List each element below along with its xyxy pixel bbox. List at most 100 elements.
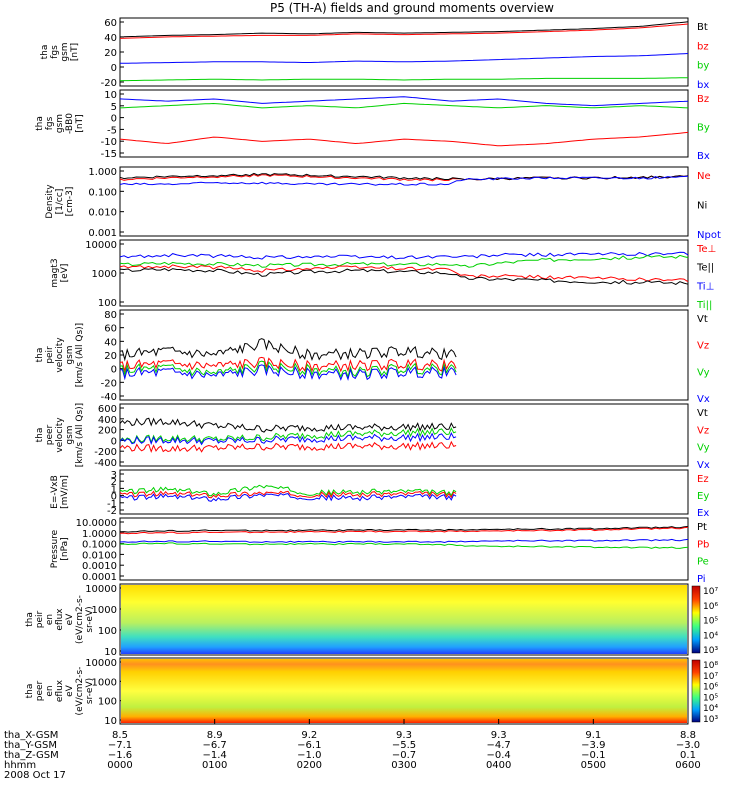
y-tick-label: 0.0001 <box>82 572 117 583</box>
legend-entry: Vx <box>697 394 710 405</box>
series-line-Vx <box>119 432 457 446</box>
y-tick-label: -20 <box>101 78 117 89</box>
legend-entry: Npot <box>697 230 721 241</box>
x-axis-value: −1.4 <box>203 750 227 761</box>
y-axis-label: [nPa] <box>60 537 70 560</box>
legend-entry: Te|| <box>696 263 714 274</box>
x-axis-value: 0300 <box>391 760 416 771</box>
panel-frame <box>119 583 689 656</box>
colorbar-label: 10⁵ <box>703 617 718 627</box>
series-line-bx <box>120 53 689 64</box>
colorbar <box>691 585 701 654</box>
legend-entry: Pb <box>697 539 709 550</box>
y-tick-label: -5 <box>107 125 117 136</box>
y-axis-label: peir <box>45 346 55 364</box>
y-tick-label: 0.001 <box>88 228 117 239</box>
y-axis-label: [cm-3] <box>65 187 75 217</box>
y-tick-label: 0.0010 <box>82 561 117 572</box>
colorbar-label: 10⁵ <box>703 693 718 703</box>
x-axis-value: −7.1 <box>108 740 132 751</box>
y-tick-label: 0.0100 <box>82 550 117 561</box>
legend-entry: Bz <box>697 94 709 105</box>
panel-frame <box>119 239 689 307</box>
y-tick-label: 40 <box>104 33 117 44</box>
series-line-Npot <box>119 175 689 186</box>
y-axis-label: peer <box>35 680 45 701</box>
series-line-Bt <box>119 21 689 38</box>
x-axis-value: 9.2 <box>301 730 317 741</box>
y-tick-label: 0.100 <box>88 187 117 198</box>
y-tick-label: 10000 <box>85 658 117 669</box>
legend-entry: Ez <box>697 474 709 485</box>
y-axis-label: (eV/cm2-s- <box>75 667 85 716</box>
y-tick-label: -200 <box>94 447 117 458</box>
legend-entry: Bx <box>697 151 710 162</box>
heatmap-spectrogram <box>121 659 687 723</box>
y-axis-label: fgs <box>45 116 55 130</box>
series-line-Pt <box>119 525 689 533</box>
legend-entry: Ti⊥ <box>696 281 714 292</box>
x-axis-value: 0100 <box>202 760 227 771</box>
y-tick-label: 100 <box>98 298 117 309</box>
y-axis-label: (eV/cm2-s- <box>75 595 85 644</box>
legend-entry: Ti|| <box>696 300 712 311</box>
y-tick-label: 10 <box>104 647 117 658</box>
y-axis-label: Density <box>45 184 55 219</box>
y-tick-label: -20 <box>101 378 117 389</box>
x-axis-value: −1.6 <box>108 750 132 761</box>
y-tick-label: 1000 <box>92 677 117 688</box>
y-tick-label: 60 <box>104 18 117 29</box>
y-axis-label: [nT] <box>70 43 80 61</box>
x-axis-row-label: tha_Z-GSM <box>4 750 59 761</box>
y-tick-label: 400 <box>98 415 117 426</box>
y-axis-label: [nT] <box>75 114 85 132</box>
panel-frame <box>119 469 689 515</box>
colorbar-label: 10⁸ <box>703 661 718 671</box>
legend-entry: Vy <box>697 367 710 378</box>
y-axis-label: magt3 <box>50 258 60 287</box>
heatmap-spectrogram <box>121 585 687 654</box>
y-axis-label: peer <box>45 424 55 445</box>
legend-entry: Vy <box>697 443 710 454</box>
y-tick-label: 80 <box>104 310 117 321</box>
colorbar-label: 10⁴ <box>703 704 718 714</box>
y-axis-label: gsm <box>65 425 75 444</box>
y-tick-label: 60 <box>104 324 117 335</box>
y-axis-label: tha <box>25 612 35 627</box>
legend-entry: bz <box>697 41 709 52</box>
y-tick-label: -2 <box>107 506 117 517</box>
y-tick-label: 0.1000 <box>82 540 117 551</box>
series-line-Ti|| <box>119 254 689 268</box>
y-tick-label: 20 <box>104 351 117 362</box>
y-axis-label: [mV/m] <box>60 475 70 509</box>
legend-entry: Vz <box>697 341 709 352</box>
y-tick-label: 1.000 <box>88 167 117 178</box>
x-axis-value: −6.7 <box>203 740 227 751</box>
y-tick-label: 10 <box>104 716 117 727</box>
series-line-Pi <box>119 538 689 544</box>
panel-frame <box>119 166 689 237</box>
x-axis-value: 9.3 <box>396 730 412 741</box>
x-axis-value: −5.5 <box>392 740 416 751</box>
series-line-Vy <box>119 360 457 379</box>
x-axis-value: 0400 <box>486 760 511 771</box>
panel-frame <box>119 403 689 467</box>
panel-9: tha peir en eflux eV (eV/cm2-s-sr-eV) 10000 100… <box>25 583 718 658</box>
colorbar-label: 10⁶ <box>703 683 718 693</box>
legend-entry: Te⊥ <box>696 244 716 255</box>
x-axis-labels: tha_X-GSM 8.5 8.9 9.2 9.3 9.3 9.1 8.8 tha_Y-GSM −… <box>4 719 701 781</box>
y-axis-label: [km/s (All Qs)] <box>75 323 85 387</box>
series-line-Pe <box>119 542 689 549</box>
legend-entry: Pt <box>697 522 707 533</box>
y-axis-label: peir <box>35 610 45 628</box>
x-axis-value: −4.7 <box>487 740 511 751</box>
series-line-Ey <box>119 484 457 497</box>
y-tick-label: -15 <box>101 149 117 160</box>
x-axis-value: 8.5 <box>112 730 128 741</box>
x-axis-value: 0.1 <box>680 750 696 761</box>
series-line-Vt <box>119 338 457 362</box>
panel-frame <box>119 89 689 158</box>
x-axis-value: 8.9 <box>207 730 223 741</box>
